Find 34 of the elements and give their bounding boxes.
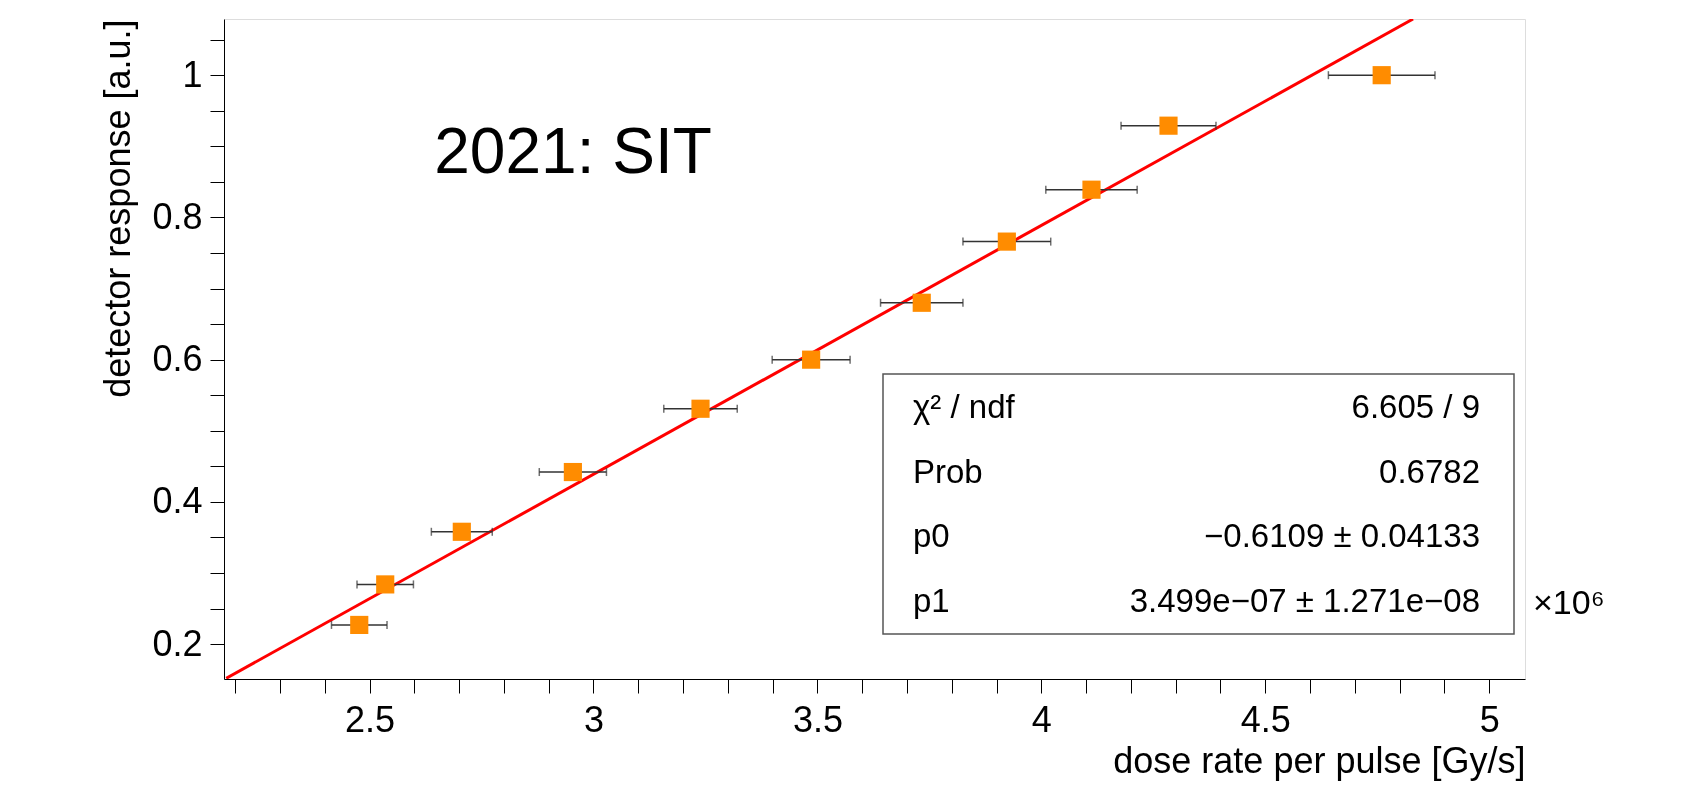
point (563, 462, 582, 482)
y-tick-label: 0.2 (152, 622, 203, 664)
x-tick-label: 3 (583, 698, 604, 740)
point (452, 522, 471, 541)
point (997, 232, 1016, 251)
annotation: χ² / ndf (913, 388, 1016, 425)
x-tick-label: 5 (1479, 698, 1500, 740)
y-axis-title: detector response [a.u.] (97, 19, 139, 398)
annotation: p0 (913, 517, 950, 554)
annotation: 0.6782 (1379, 452, 1480, 490)
annotation: p1 (913, 581, 950, 619)
point (1159, 116, 1178, 135)
annotation: 6.605 / 9 (1351, 388, 1480, 425)
point (802, 350, 821, 369)
y-tick-label: 0.8 (152, 195, 203, 237)
point (376, 575, 395, 594)
annotation: 2021: SIT (434, 115, 712, 187)
x-tick-label: 2.5 (345, 698, 396, 740)
y-tick-label: 0.4 (152, 480, 203, 522)
annotation: −0.6109 ± 0.04133 (1204, 517, 1480, 554)
x-tick-label: 4 (1031, 698, 1052, 740)
y-tick-label: 0.6 (152, 338, 203, 380)
point (350, 615, 369, 635)
point (1082, 180, 1101, 199)
point (912, 293, 931, 312)
x-tick-label: 3.5 (792, 698, 843, 740)
x-tick-label: 4.5 (1240, 698, 1291, 740)
point (691, 399, 710, 418)
y-tick-label: 1 (182, 53, 203, 95)
annotation: 3.499e−07 ± 1.271e−08 (1129, 581, 1480, 619)
annotation: Prob (913, 452, 983, 490)
text: ×10⁶ (1533, 583, 1605, 621)
point (1372, 66, 1391, 85)
x-axis-title: dose rate per pulse [Gy/s] (1113, 739, 1526, 781)
